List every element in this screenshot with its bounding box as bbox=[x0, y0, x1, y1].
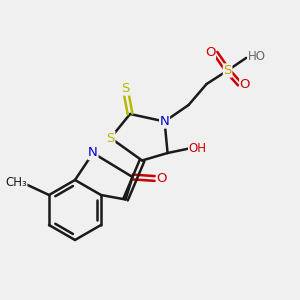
Text: S: S bbox=[224, 64, 232, 77]
Text: O: O bbox=[156, 172, 167, 185]
Text: N: N bbox=[88, 146, 98, 160]
Text: O: O bbox=[205, 46, 215, 59]
Text: OH: OH bbox=[189, 142, 207, 155]
Text: S: S bbox=[106, 131, 115, 145]
Text: CH₃: CH₃ bbox=[5, 176, 27, 190]
Text: O: O bbox=[240, 78, 250, 92]
Text: S: S bbox=[122, 82, 130, 95]
Text: HO: HO bbox=[248, 50, 266, 63]
Text: N: N bbox=[160, 115, 170, 128]
